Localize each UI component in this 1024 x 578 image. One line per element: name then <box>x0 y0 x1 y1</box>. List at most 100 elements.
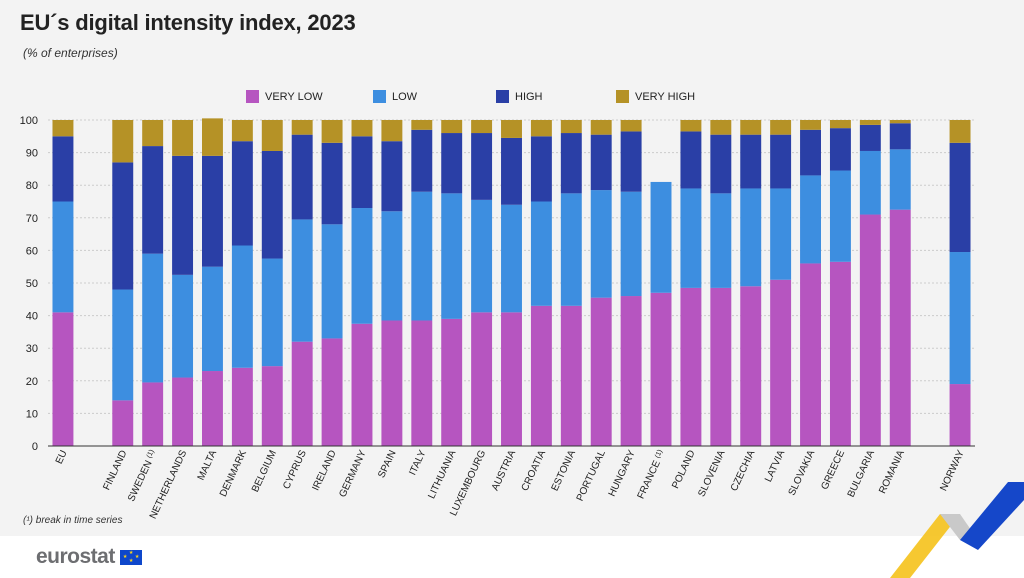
bar-segment-high <box>441 133 463 194</box>
legend-label-very-high: VERY HIGH <box>635 90 696 103</box>
bar-segment-high <box>112 162 134 290</box>
x-tick-label: DENMARK <box>218 448 249 498</box>
y-tick-label: 40 <box>26 311 38 323</box>
y-tick-label: 30 <box>26 343 38 355</box>
bar-segment-very-high <box>441 120 463 134</box>
legend-item-very-high: VERY HIGH <box>616 90 695 103</box>
chart-subtitle: (% of enterprises) <box>23 46 118 60</box>
bar-segment-very-high <box>52 120 74 137</box>
legend-swatch-low <box>373 90 386 103</box>
bar-segment-very-high <box>680 120 702 132</box>
bar-segment-very-high <box>829 120 851 129</box>
bar-segment-very-low <box>471 312 493 446</box>
bar-segment-very-low <box>770 279 792 446</box>
bar-segment-very-high <box>231 120 253 142</box>
bar-segment-very-high <box>261 120 283 151</box>
bar-segment-very-high <box>351 120 373 137</box>
bar-segment-very-high <box>411 120 433 130</box>
x-tick-label: CZECHIA <box>729 448 758 493</box>
y-tick-label: 20 <box>26 376 38 388</box>
bar-segment-very-low <box>680 287 702 446</box>
legend-swatch-very-low <box>246 90 259 103</box>
bar-segment-low <box>530 201 552 306</box>
bar-segment-very-high <box>112 120 134 163</box>
bar-segment-low <box>351 208 373 324</box>
bar-segment-low <box>710 193 732 288</box>
bar-segment-very-low <box>530 305 552 446</box>
x-tick-label: ESTONIA <box>550 448 579 493</box>
chart-title: EU´s digital intensity index, 2023 <box>20 10 356 35</box>
eu-flag-icon: ★ ★ ★ ★ <box>119 549 142 565</box>
bar-segment-very-high <box>710 120 732 135</box>
bar-segment-low <box>650 181 672 293</box>
bar-segment-very-low <box>560 305 582 446</box>
bar-segment-low <box>560 193 582 306</box>
bar-segment-very-low <box>441 318 463 446</box>
bar-segment-high <box>530 136 552 202</box>
bar-segment-low <box>261 258 283 367</box>
bar-segment-low <box>52 201 74 313</box>
bar-segment-high <box>740 134 762 189</box>
legend-label-very-low: VERY LOW <box>265 90 323 103</box>
bar-segment-high <box>560 133 582 194</box>
eurostat-logo: eurostat ★ ★ ★ ★ <box>36 545 142 569</box>
bar-segment-high <box>770 134 792 189</box>
bar-segment-high <box>501 137 522 205</box>
legend-label-low: LOW <box>392 90 418 103</box>
bar-segment-very-low <box>321 338 343 446</box>
bar-segment-very-low <box>381 320 403 446</box>
x-tick-label: LITHUANIA <box>426 448 458 500</box>
y-tick-label: 80 <box>26 180 38 192</box>
bar-segment-very-high <box>530 120 552 137</box>
bar-segment-very-high <box>172 120 194 156</box>
bar-segment-very-low <box>351 323 373 446</box>
bar-segment-high <box>471 133 493 200</box>
bar-segment-very-high <box>859 120 881 125</box>
legend: VERY LOW LOW HIGH VERY HIGH <box>0 90 1024 108</box>
x-tick-label: IRELAND <box>311 449 339 493</box>
x-tick-label: SPAIN <box>376 449 398 480</box>
bar-segment-high <box>680 131 702 189</box>
bar-segment-low <box>142 253 164 383</box>
legend-item-low: LOW <box>373 90 417 103</box>
bar-segment-very-low <box>740 286 762 446</box>
y-tick-label: 0 <box>32 441 38 453</box>
x-tick-label: MALTA <box>196 448 220 482</box>
bar-segment-low <box>441 193 463 319</box>
x-tick-label: ITALY <box>407 448 428 477</box>
x-tick-label: GERMANY <box>337 448 368 499</box>
logo-text: eurostat <box>36 545 115 568</box>
bar-segment-very-low <box>800 263 821 446</box>
legend-item-very-low: VERY LOW <box>246 90 323 103</box>
x-tick-label: POLAND <box>670 449 697 491</box>
bar-segment-very-low <box>52 312 74 446</box>
x-tick-label: LATVIA <box>763 448 787 484</box>
x-tick-label: BELGIUM <box>250 449 279 494</box>
footer <box>0 536 1024 578</box>
bar-segment-very-high <box>202 118 223 156</box>
bar-segment-low <box>411 191 433 321</box>
bar-segment-very-low <box>650 292 672 446</box>
bar-segment-very-high <box>142 120 164 147</box>
bar-segment-low <box>590 190 612 298</box>
bar-segment-low <box>321 224 343 339</box>
bar-segment-very-low <box>172 377 194 446</box>
bar-segment-high <box>590 134 612 191</box>
bar-segment-high <box>710 134 732 194</box>
x-tick-label: FRANCE (1) <box>636 449 668 501</box>
bar-segment-high <box>172 155 194 275</box>
bar-segment-low <box>949 252 971 385</box>
decorative-chevron-icon <box>890 482 1024 578</box>
bar-segment-low <box>740 188 762 287</box>
bar-segment-very-high <box>889 120 911 124</box>
y-tick-label: 50 <box>26 278 38 290</box>
bar-segment-high <box>859 124 881 151</box>
bar-segment-low <box>889 149 911 210</box>
bar-segment-very-high <box>321 120 343 143</box>
bar-segment-low <box>859 150 881 215</box>
bar-segment-very-low <box>829 261 851 446</box>
bar-segment-low <box>471 199 493 313</box>
bar-segment-very-low <box>142 382 164 446</box>
bar-segment-very-high <box>291 120 313 135</box>
bar-segment-low <box>829 170 851 262</box>
